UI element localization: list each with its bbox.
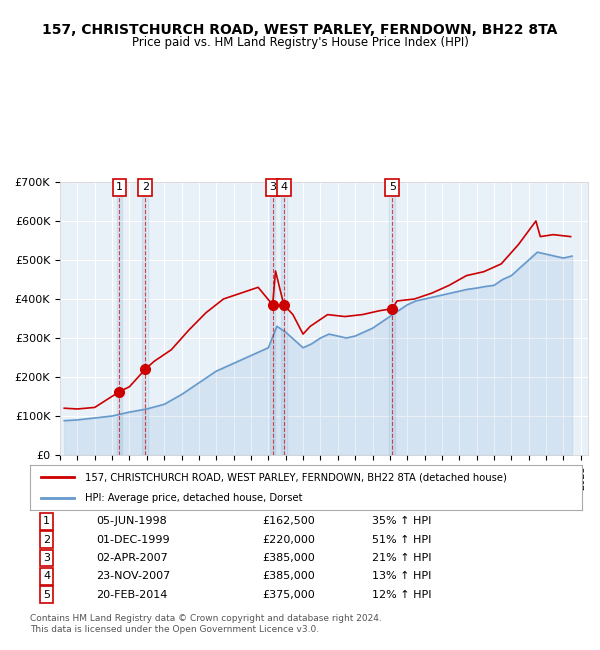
Text: 02-APR-2007: 02-APR-2007 (96, 553, 168, 563)
Text: 13% ↑ HPI: 13% ↑ HPI (372, 571, 431, 581)
Text: HPI: Average price, detached house, Dorset: HPI: Average price, detached house, Dors… (85, 493, 303, 502)
Text: 3: 3 (269, 183, 276, 192)
Text: 1: 1 (43, 516, 50, 526)
Text: £220,000: £220,000 (262, 534, 315, 545)
Bar (270, 182, 275, 455)
Text: 2: 2 (43, 534, 50, 545)
Text: Contains HM Land Registry data © Crown copyright and database right 2024.
This d: Contains HM Land Registry data © Crown c… (30, 614, 382, 634)
Text: 35% ↑ HPI: 35% ↑ HPI (372, 516, 431, 526)
Bar (389, 182, 395, 455)
Text: 1: 1 (116, 183, 123, 192)
Text: 21% ↑ HPI: 21% ↑ HPI (372, 553, 432, 563)
Text: 157, CHRISTCHURCH ROAD, WEST PARLEY, FERNDOWN, BH22 8TA (detached house): 157, CHRISTCHURCH ROAD, WEST PARLEY, FER… (85, 473, 507, 482)
Text: 12% ↑ HPI: 12% ↑ HPI (372, 590, 432, 599)
Text: 2: 2 (142, 183, 149, 192)
Text: 23-NOV-2007: 23-NOV-2007 (96, 571, 170, 581)
Text: 157, CHRISTCHURCH ROAD, WEST PARLEY, FERNDOWN, BH22 8TA: 157, CHRISTCHURCH ROAD, WEST PARLEY, FER… (43, 23, 557, 37)
Text: 20-FEB-2014: 20-FEB-2014 (96, 590, 167, 599)
Bar (116, 182, 122, 455)
Text: £385,000: £385,000 (262, 571, 314, 581)
Text: 4: 4 (280, 183, 287, 192)
Bar (281, 182, 287, 455)
Text: 5: 5 (389, 183, 396, 192)
Text: Price paid vs. HM Land Registry's House Price Index (HPI): Price paid vs. HM Land Registry's House … (131, 36, 469, 49)
Text: 05-JUN-1998: 05-JUN-1998 (96, 516, 167, 526)
Text: £162,500: £162,500 (262, 516, 314, 526)
Text: 3: 3 (43, 553, 50, 563)
Text: £375,000: £375,000 (262, 590, 314, 599)
Bar (142, 182, 148, 455)
Text: 51% ↑ HPI: 51% ↑ HPI (372, 534, 431, 545)
Text: 5: 5 (43, 590, 50, 599)
Text: 4: 4 (43, 571, 50, 581)
Text: £385,000: £385,000 (262, 553, 314, 563)
Text: 01-DEC-1999: 01-DEC-1999 (96, 534, 170, 545)
